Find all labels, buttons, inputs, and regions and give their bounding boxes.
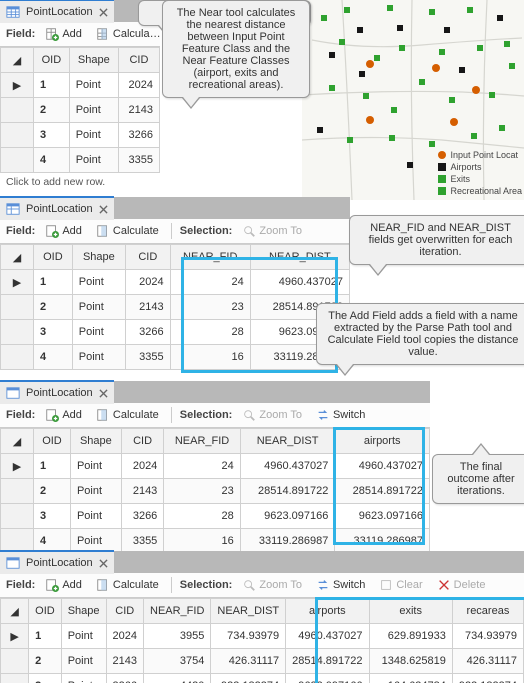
zoom-to-button[interactable]: Zoom To xyxy=(238,407,306,423)
tab-pointlocation[interactable]: PointLocation xyxy=(0,550,114,574)
table-row[interactable]: 4Point3355 xyxy=(1,148,160,173)
callout-near-tool: The Near tool calculates the nearest dis… xyxy=(162,0,310,98)
corner-cell[interactable]: ◢ xyxy=(1,48,34,73)
calculate-button[interactable]: Calculate xyxy=(92,407,163,423)
switch-icon xyxy=(316,408,330,422)
table-row[interactable]: ▶1Point2024 xyxy=(1,73,160,98)
field-label: Field: xyxy=(6,28,35,40)
close-icon[interactable] xyxy=(99,389,108,398)
tab-pointlocation[interactable]: PointLocation xyxy=(0,196,114,220)
add-icon xyxy=(45,27,59,41)
calculate-button[interactable]: Calculate xyxy=(92,577,163,593)
tab-pointlocation[interactable]: PointLocation xyxy=(0,0,114,23)
attr-pane-3: PointLocation Field: Add Calculate Selec… xyxy=(0,381,430,554)
callout-overwrite: NEAR_FID and NEAR_DIST fields get overwr… xyxy=(349,215,524,265)
attr-pane-4: PointLocation Field: Add Calculate Selec… xyxy=(0,551,524,683)
close-icon[interactable] xyxy=(99,8,108,17)
table-row[interactable]: 2Point21432328514.89172228514.891722 xyxy=(1,479,430,504)
tab-pointlocation[interactable]: PointLocation xyxy=(0,380,114,404)
tabbar: PointLocation xyxy=(0,0,160,22)
clear-button[interactable]: Clear xyxy=(375,577,426,593)
table-icon xyxy=(6,556,20,570)
callout-final: The final outcome after iterations. xyxy=(432,454,524,504)
calculate-button[interactable]: Calcula… xyxy=(92,26,165,42)
table-icon xyxy=(6,386,20,400)
attr-pane-1: PointLocation Field: Add Calcula… ◢OIDSh… xyxy=(0,0,160,191)
attr-table-3: ◢OIDShapeCIDNEAR_FIDNEAR_DISTairports ▶1… xyxy=(0,428,430,554)
table-row[interactable]: ▶1Point2024244960.437027 xyxy=(1,270,350,295)
delete-button[interactable]: Delete xyxy=(433,577,490,593)
zoom-to-button[interactable]: Zoom To xyxy=(238,577,306,593)
callout-addfield: The Add Field adds a field with a name e… xyxy=(316,303,524,365)
switch-button[interactable]: Switch xyxy=(312,577,369,593)
table-row[interactable]: 3Point32664420923.1823749623.097166164.6… xyxy=(1,674,524,683)
attr-table-1: ◢OIDShapeCID ▶1Point20242Point21433Point… xyxy=(0,47,160,173)
calculate-icon xyxy=(96,27,110,41)
add-field-button[interactable]: Add xyxy=(41,26,86,42)
attr-pane-2: PointLocation Field: Add Calculate Selec… xyxy=(0,197,350,370)
table-row[interactable]: ▶1Point2024244960.4370274960.437027 xyxy=(1,454,430,479)
add-row-hint[interactable]: Click to add new row. xyxy=(0,173,160,191)
map-legend: Input Point Locat Airports Exits Recreat… xyxy=(438,150,522,198)
table-row[interactable]: ▶1Point20243955734.939794960.437027629.8… xyxy=(1,624,524,649)
map-view: Input Point Locat Airports Exits Recreat… xyxy=(302,0,524,200)
attr-table-4: ◢OIDShapeCIDNEAR_FIDNEAR_DISTairportsexi… xyxy=(0,598,524,683)
toolbar-1: Field: Add Calcula… xyxy=(0,22,160,47)
close-icon[interactable] xyxy=(99,559,108,568)
table-row[interactable]: 4Point33551633119.286987 xyxy=(1,345,350,370)
add-field-button[interactable]: Add xyxy=(41,577,86,593)
table-icon xyxy=(6,5,20,19)
zoom-to-button[interactable]: Zoom To xyxy=(238,223,306,239)
table-row[interactable]: 3Point3266289623.097166 xyxy=(1,320,350,345)
switch-button[interactable]: Switch xyxy=(312,407,369,423)
page-root: { "tabs": {"title":"PointLocation"}, "to… xyxy=(0,0,524,683)
attr-table-2: ◢OIDShapeCIDNEAR_FIDNEAR_DIST ▶1Point202… xyxy=(0,244,350,370)
table-icon xyxy=(6,202,20,216)
table-row[interactable]: 3Point3266 xyxy=(1,123,160,148)
close-icon[interactable] xyxy=(99,205,108,214)
calculate-button[interactable]: Calculate xyxy=(92,223,163,239)
table-row[interactable]: 2Point2143 xyxy=(1,98,160,123)
add-field-button[interactable]: Add xyxy=(41,407,86,423)
add-field-button[interactable]: Add xyxy=(41,223,86,239)
table-row[interactable]: 3Point3266289623.0971669623.097166 xyxy=(1,504,430,529)
table-row[interactable]: 2Point21432328514.891722 xyxy=(1,295,350,320)
table-row[interactable]: 2Point21433754426.3111728514.8917221348.… xyxy=(1,649,524,674)
delete-icon xyxy=(437,578,451,592)
